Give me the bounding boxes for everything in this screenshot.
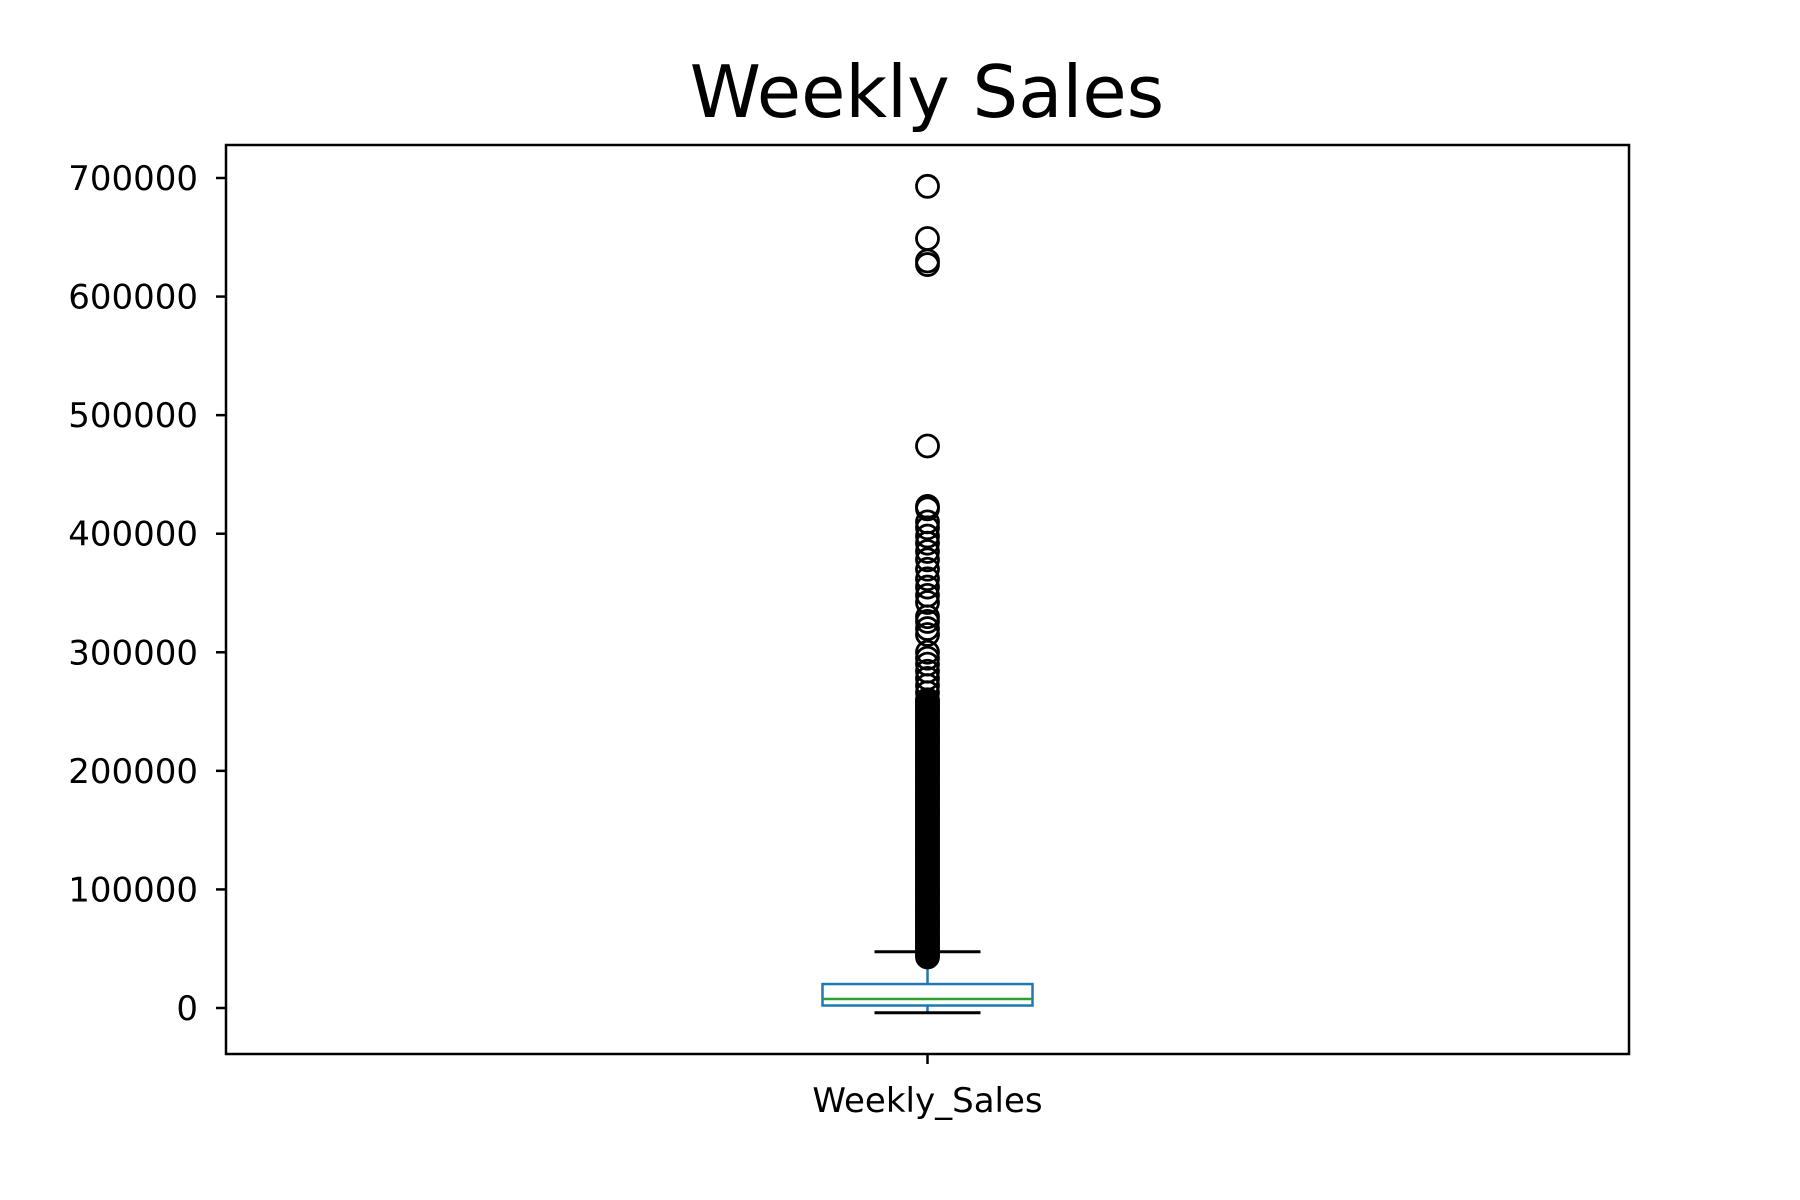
outlier-point: [915, 673, 940, 698]
outlier-point: [915, 590, 940, 615]
y-tick-label: 300000: [68, 633, 198, 673]
outlier-point: [915, 433, 940, 459]
outlier-point: [915, 496, 940, 522]
outlier-point: [915, 574, 940, 600]
outlier-point: [915, 539, 940, 564]
outlier-point: [915, 680, 940, 705]
outlier-point: [915, 645, 940, 671]
outlier-point: [915, 530, 940, 556]
iqr-box: [821, 982, 1034, 1007]
outlier-point: [915, 252, 940, 277]
outlier-point: [915, 547, 940, 573]
chart-title: Weekly Sales: [690, 50, 1164, 134]
y-tick-label: 500000: [68, 396, 198, 436]
outlier-point: [915, 556, 940, 582]
outlier-point: [915, 687, 940, 713]
outlier-point: [915, 226, 940, 251]
outlier-point: [915, 523, 940, 549]
y-tick-label: 0: [176, 989, 198, 1029]
outlier-point: [915, 566, 940, 592]
plot-frame: [224, 143, 1631, 1056]
outlier-point: [915, 622, 940, 647]
outlier-point: [915, 616, 940, 641]
outlier-point: [915, 639, 940, 665]
y-tick-label: 400000: [68, 515, 198, 555]
x-tick-label: Weekly_Sales: [812, 1081, 1042, 1121]
y-tick-label: 700000: [68, 159, 198, 199]
outlier-point: [915, 173, 940, 199]
y-tick-label: 600000: [68, 278, 198, 318]
outlier-point: [915, 515, 940, 541]
y-tick-label: 100000: [68, 870, 198, 910]
outlier-point: [915, 609, 940, 634]
y-tick-label: 200000: [68, 752, 198, 792]
plot-area: 0 100000 200000 300000 400000 500000 600000 700…: [68, 159, 1042, 1121]
